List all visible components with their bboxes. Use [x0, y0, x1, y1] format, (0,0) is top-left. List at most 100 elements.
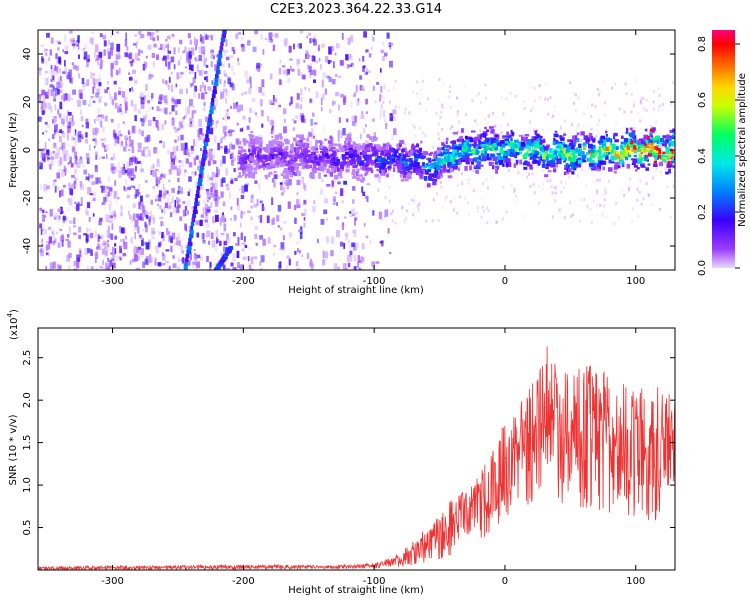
spectrogram-tone-cell: [423, 151, 428, 156]
spectrogram-tone-cell: [346, 133, 352, 139]
spectrogram-tone-cell: [647, 149, 653, 155]
spectrogram-noise-cell: [205, 64, 209, 68]
spectrogram-noise-cell: [296, 204, 301, 209]
spectrogram-noise-cell: [131, 86, 133, 91]
spectrogram-noise-cell: [87, 187, 91, 195]
spectrogram-tone-cell: [439, 161, 441, 166]
spectrogram-noise-cell: [80, 115, 84, 122]
spectrogram-noise-cell: [128, 52, 133, 60]
spectrogram-noise-cell: [75, 42, 78, 45]
spectrogram-noise-cell: [444, 198, 447, 202]
spectrogram-noise-cell: [61, 240, 64, 247]
spectrogram-noise-cell: [336, 202, 338, 206]
spectrogram-noise-cell: [42, 132, 44, 135]
spectrogram-tone-cell: [631, 162, 636, 165]
spectrogram-noise-cell: [366, 196, 369, 202]
spectrogram-tone-cell: [613, 132, 618, 137]
spectrogram-tone-cell: [657, 149, 662, 155]
spectrogram-noise-cell: [159, 94, 163, 101]
spectrogram-noise-cell: [533, 130, 536, 134]
spectrogram-noise-cell: [86, 210, 90, 216]
spectrogram-noise-cell: [363, 65, 366, 69]
spectrogram-tone-cell: [483, 145, 488, 151]
spectrogram-noise-cell: [107, 266, 111, 270]
spectrogram-tone-cell: [565, 163, 569, 168]
spectrogram-tone-cell: [324, 152, 329, 157]
spectrogram-tone-cell: [361, 150, 367, 155]
spectrogram-tone-cell: [330, 163, 335, 166]
spectrogram-tone-cell: [441, 142, 445, 146]
spectrogram-noise-cell: [95, 115, 100, 121]
spectrogram-noise-cell: [288, 45, 292, 53]
spectrogram-noise-cell: [532, 182, 535, 186]
spectrogram-noise-cell: [240, 195, 245, 199]
spectrogram-noise-cell: [99, 55, 102, 61]
spectrogram-noise-cell: [354, 217, 358, 221]
spectrogram-noise-cell: [360, 114, 365, 119]
spectrogram-tone-cell: [308, 154, 313, 158]
spectrogram-tone-cell: [366, 134, 370, 138]
spectrogram-tone-cell: [403, 168, 408, 172]
spectrogram-noise-cell: [137, 226, 140, 234]
spectrogram-noise-cell: [262, 206, 265, 211]
spectrogram-noise-cell: [127, 129, 130, 134]
spectrogram-tone-cell: [406, 172, 412, 177]
spectrogram-noise-cell: [591, 157, 594, 161]
spectrogram-noise-cell: [595, 135, 598, 138]
spectrogram-noise-cell: [199, 184, 204, 191]
spectrogram-noise-cell: [115, 166, 118, 173]
spectrogram-noise-cell: [287, 201, 291, 209]
spectrogram-noise-cell: [394, 127, 397, 131]
spectrogram-noise-cell: [569, 201, 571, 205]
spectrogram-noise-cell: [179, 56, 182, 61]
spectrogram-tone-cell: [557, 160, 561, 164]
spectrogram-noise-cell: [230, 218, 232, 221]
spectrogram-noise-cell: [249, 268, 252, 270]
spectrogram-noise-cell: [246, 125, 250, 130]
spectrogram-noise-cell: [213, 55, 215, 60]
spectrogram-noise-cell: [391, 107, 394, 111]
spectrogram-noise-cell: [57, 109, 60, 115]
spectrogram-tone-cell: [433, 174, 437, 179]
spectrogram-noise-cell: [217, 259, 221, 263]
spectrogram-tone-cell: [269, 156, 272, 160]
spectrogram-noise-cell: [148, 105, 151, 113]
spectrogram-tone-cell: [655, 150, 659, 153]
spectrogram-noise-cell: [178, 240, 181, 246]
spectrogram-tone-cell: [271, 143, 275, 148]
spectrogram-noise-cell: [54, 238, 57, 243]
spectrogram-noise-cell: [340, 154, 343, 160]
spectrogram-noise-cell: [168, 76, 171, 83]
spectrogram-tone-cell: [367, 159, 372, 162]
spectrogram-tone-cell: [665, 139, 669, 144]
spectrogram-tone-cell: [396, 160, 401, 164]
spectrogram-tone-cell: [442, 168, 446, 172]
spectrogram-noise-cell: [75, 66, 77, 70]
spectrogram-tone-cell: [328, 165, 334, 168]
spectrogram-noise-cell: [166, 54, 170, 60]
spectrogram-noise-cell: [162, 184, 165, 189]
spectrogram-noise-cell: [458, 120, 460, 124]
spectrogram-noise-cell: [364, 71, 367, 76]
spectrogram-noise-cell: [383, 110, 385, 118]
spectrogram-noise-cell: [163, 95, 168, 104]
spectrogram-noise-cell: [240, 264, 244, 270]
spectrogram-noise-cell: [124, 135, 128, 140]
spectrogram-tone-cell: [614, 139, 619, 143]
spectrogram-noise-cell: [85, 238, 89, 244]
spectrogram-noise-cell: [50, 106, 53, 113]
spectrogram-tone-cell: [553, 137, 556, 143]
spectrogram-tone-cell: [432, 180, 437, 186]
spectrogram-noise-cell: [500, 131, 503, 135]
spectrogram-noise-cell: [48, 57, 51, 62]
spectrogram-tone-cell: [510, 142, 513, 147]
spectrogram-noise-cell: [159, 216, 164, 220]
spectrogram-noise-cell: [659, 144, 662, 148]
spectrogram-noise-cell: [522, 100, 525, 104]
spectrogram-noise-cell: [184, 211, 187, 216]
spectrogram-tone-cell: [545, 166, 549, 169]
spectrogram-tone-cell: [244, 173, 249, 177]
spectrogram-noise-cell: [76, 254, 81, 258]
spectrogram-tone-cell: [630, 139, 634, 145]
spectrogram-tone-cell: [430, 165, 434, 168]
